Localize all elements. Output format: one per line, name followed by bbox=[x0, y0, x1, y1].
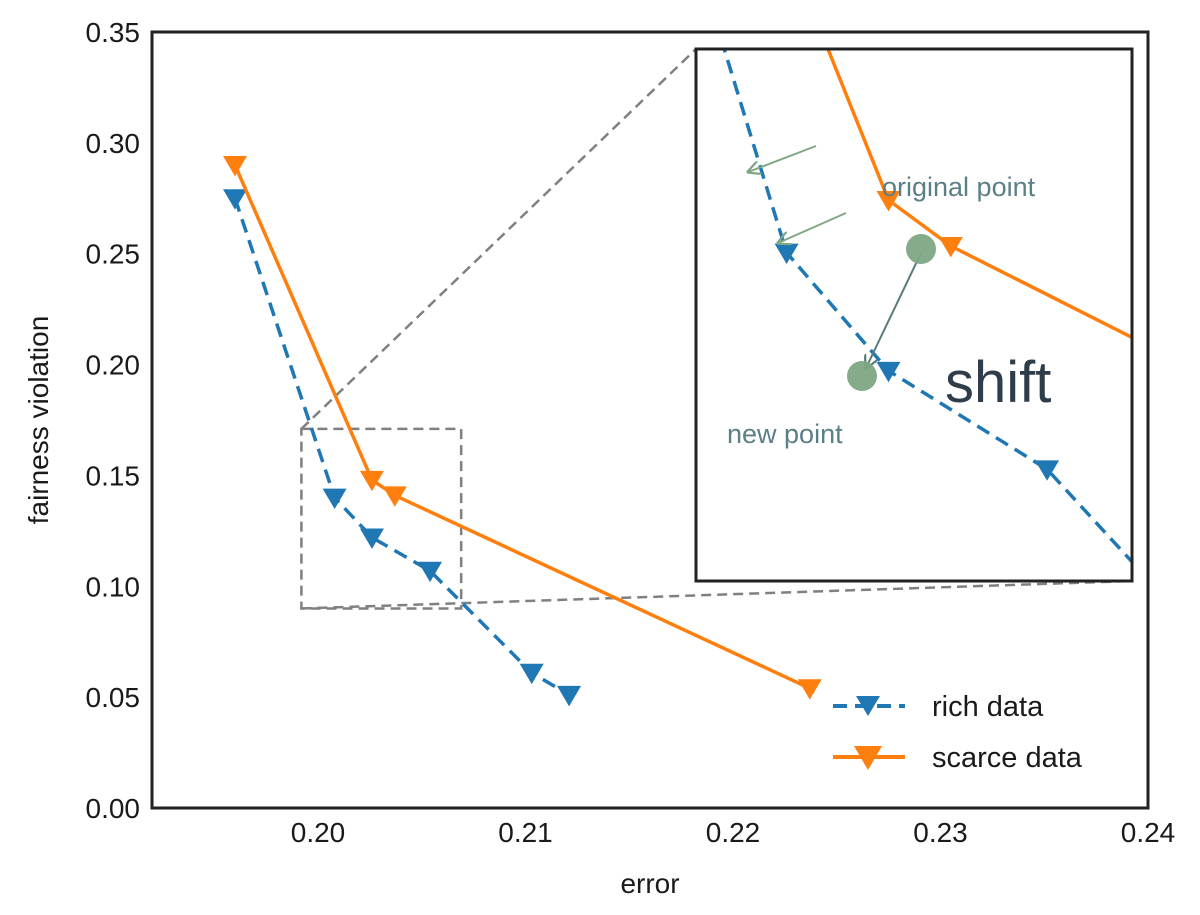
hint-arrow-upper bbox=[748, 145, 817, 172]
rich-data-series-marker bbox=[359, 528, 384, 549]
x-tick-label: 0.21 bbox=[498, 817, 553, 848]
inset-rich-data-series-line bbox=[722, 49, 1132, 565]
inset-rich-data-series-marker bbox=[1035, 460, 1060, 481]
zoom-connector-bottom bbox=[301, 579, 1133, 610]
scarce-data-series-marker bbox=[382, 486, 407, 507]
y-ticks: 0.00 0.05 0.10 0.15 0.20 0.25 0.30 0.35 bbox=[86, 17, 141, 824]
legend: rich data scarce data bbox=[833, 691, 1083, 774]
inset-rich-data-series-marker bbox=[876, 361, 901, 383]
legend-scarce-label: scarce data bbox=[932, 742, 1083, 774]
y-tick-label: 0.15 bbox=[86, 460, 141, 491]
y-axis-label: fairness violation bbox=[23, 316, 54, 525]
zoom-box bbox=[300, 427, 463, 610]
x-tick-label: 0.24 bbox=[1121, 817, 1176, 848]
inset-scarce-data-series-marker bbox=[938, 237, 963, 258]
inset-scarce-data-series-marker bbox=[876, 191, 901, 212]
inset-frame bbox=[694, 47, 1134, 583]
scarce-data-series-marker bbox=[223, 156, 247, 177]
inset-rich-data-series-marker bbox=[774, 243, 799, 265]
series-layer bbox=[223, 156, 822, 707]
inset-background bbox=[696, 49, 1132, 581]
new-point-label: new point bbox=[727, 419, 843, 449]
y-tick-label: 0.35 bbox=[86, 17, 141, 48]
legend-scarce-marker bbox=[854, 746, 882, 770]
scarce-data-series-marker bbox=[797, 679, 822, 700]
legend-rich-label: rich data bbox=[932, 691, 1044, 723]
shift-label: shift bbox=[945, 350, 1051, 415]
plot-frame bbox=[150, 30, 1150, 810]
rich-data-series-marker bbox=[557, 685, 582, 707]
y-tick-label: 0.20 bbox=[86, 350, 141, 381]
inset-axes: original point new point shift bbox=[694, 47, 1134, 583]
legend-rich-marker bbox=[856, 696, 880, 716]
x-tick-label: 0.20 bbox=[291, 817, 346, 848]
y-tick-label: 0.25 bbox=[86, 239, 141, 270]
x-tick-label: 0.22 bbox=[706, 817, 761, 848]
inset-scarce-data-series-line bbox=[826, 49, 1132, 340]
hint-arrow-lower bbox=[778, 212, 847, 243]
zoom-connector-top bbox=[300, 48, 697, 430]
y-tick-label: 0.00 bbox=[86, 793, 141, 824]
original-point-marker bbox=[906, 234, 936, 264]
shift-arrow bbox=[866, 252, 922, 368]
original-point-label: original point bbox=[882, 172, 1036, 202]
rich-data-series-marker bbox=[519, 663, 544, 685]
y-tick-label: 0.30 bbox=[86, 128, 141, 159]
zoom-indicator bbox=[300, 48, 1133, 610]
rich-data-series-marker bbox=[418, 561, 443, 583]
new-point-marker bbox=[847, 361, 877, 391]
scarce-data-series-line bbox=[233, 164, 811, 690]
scarce-data-series-marker bbox=[359, 470, 384, 492]
y-tick-label: 0.10 bbox=[86, 571, 141, 602]
x-tick-label: 0.23 bbox=[913, 817, 968, 848]
rich-data-series-marker bbox=[322, 488, 347, 509]
y-tick-label: 0.05 bbox=[86, 682, 141, 713]
rich-data-series-marker bbox=[223, 189, 247, 210]
rich-data-series-line bbox=[233, 197, 570, 697]
x-axis-label: error bbox=[620, 868, 679, 899]
x-ticks: 0.20 0.21 0.22 0.23 0.24 bbox=[291, 817, 1176, 848]
